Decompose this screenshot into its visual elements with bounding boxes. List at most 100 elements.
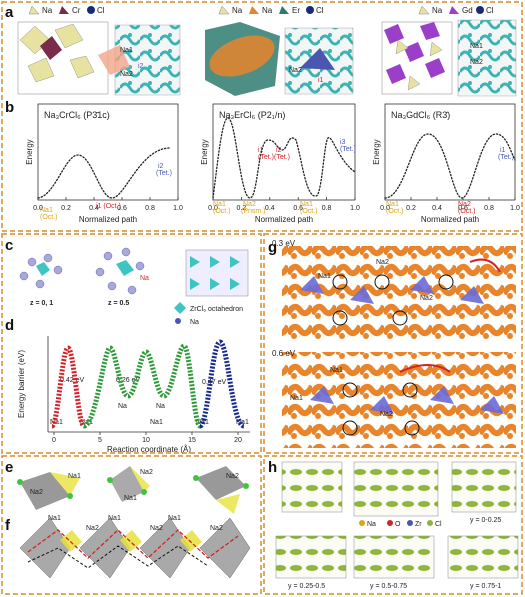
panel-letter: a <box>5 4 14 21</box>
graphic <box>27 257 37 267</box>
graphic <box>275 535 347 579</box>
graphic <box>107 477 113 483</box>
site-label: (Oct.) <box>40 214 58 221</box>
graphic <box>476 6 484 14</box>
site-label: i1 (Oct.) <box>96 203 121 210</box>
graphic <box>130 466 150 492</box>
graphic <box>127 285 137 295</box>
label: Na1 <box>318 273 331 280</box>
site-label: Na2 <box>458 201 471 208</box>
graphic <box>17 479 23 485</box>
graphic <box>121 247 131 257</box>
graphic <box>332 274 454 436</box>
graphic <box>300 276 504 414</box>
graphic <box>392 310 408 326</box>
label: Cl <box>486 6 494 15</box>
label: y = 0-0.25 <box>470 517 501 524</box>
graphic <box>353 461 439 517</box>
site-label: Na1 <box>150 419 163 426</box>
graphic <box>281 461 343 513</box>
site-label: Na1 <box>300 201 313 208</box>
site-label: (Tet.) <box>340 146 356 153</box>
graphic <box>50 472 80 496</box>
panel-letter: h <box>268 459 277 476</box>
graphic <box>404 420 420 436</box>
label: Er <box>292 6 300 15</box>
site-label: (Oct.) <box>300 208 318 215</box>
label: Na <box>232 6 243 15</box>
graphic <box>1 233 262 454</box>
x-tick-label: 0.6 <box>458 205 468 212</box>
barrier-label: 0.47 eV <box>202 379 226 386</box>
label: Na2 <box>30 489 43 496</box>
label: Na2 <box>376 259 389 266</box>
label: Na2 <box>226 473 239 480</box>
site-label: Na <box>156 403 165 410</box>
site-label: (Tet.) <box>498 154 514 161</box>
label: Na2 <box>120 71 133 78</box>
graphic <box>332 274 348 290</box>
label: Na1 <box>68 473 81 480</box>
label: Na2 <box>289 67 302 74</box>
structure-f: Na1 Na2 Na1 Na2 Na1 Na2 <box>19 515 251 579</box>
label: Na1 <box>168 515 181 522</box>
y-axis-label: Energy <box>200 139 209 164</box>
x-tick-label: 1.0 <box>510 205 520 212</box>
graphic <box>67 493 73 499</box>
y-axis-label: Energy <box>372 139 381 164</box>
x-tick-label: 1.0 <box>173 205 183 212</box>
site-label: Na1 <box>386 201 399 208</box>
structure-g: 0.3 eV 0.6 eV Na2 Na1 Na2 Na1 Na1 Na2 <box>272 239 516 448</box>
x-axis-label: Normalized path <box>79 215 137 224</box>
energy-charts: Na₃CrCl₆ (P3̄1c) Energy Normalized path 0.0… <box>25 103 520 224</box>
y-axis-label: Energy barrier (eV) <box>17 350 26 418</box>
structure-a1: Na1 Na2 i2 <box>17 21 181 96</box>
graphic <box>103 251 113 261</box>
x-tick-label: 0.6 <box>293 205 303 212</box>
graphic <box>306 6 314 14</box>
x-tick-label: 0.0 <box>380 205 390 212</box>
graphic <box>175 318 181 324</box>
label: Cl <box>435 521 442 528</box>
graphic <box>53 265 63 275</box>
graphic <box>457 19 517 97</box>
label: Na2 <box>470 59 483 66</box>
x-tick-label: 15 <box>188 437 196 444</box>
plot-frame <box>212 103 356 201</box>
y-axis-label: Energy <box>25 139 34 164</box>
graphic <box>342 382 358 398</box>
graphic <box>19 247 145 295</box>
x-tick-label: 0.2 <box>61 205 71 212</box>
x-tick-label: 5 <box>98 437 102 444</box>
graphic <box>447 535 519 579</box>
site-label: i2 <box>158 163 164 170</box>
graphic <box>384 22 445 84</box>
x-tick-label: 0.2 <box>237 205 247 212</box>
graphic <box>43 253 53 263</box>
label: Na2 <box>140 469 153 476</box>
graphic <box>20 472 70 510</box>
x-tick-label: 0.6 <box>117 205 127 212</box>
panel-letter: e <box>5 459 13 476</box>
graphic <box>359 520 365 526</box>
graphic <box>95 267 105 277</box>
graphic <box>249 6 259 14</box>
legend-a3: Na Gd Cl <box>418 5 494 15</box>
label: Na2 <box>420 295 433 302</box>
site-label: (Tet.) <box>274 154 290 161</box>
graphic <box>36 260 134 276</box>
graphic <box>279 6 289 14</box>
x-tick-label: 0 <box>52 437 56 444</box>
graphic <box>300 48 335 70</box>
graphic <box>216 494 240 514</box>
graphic <box>110 466 144 502</box>
label: 0.3 eV <box>272 239 296 248</box>
graphic <box>190 256 240 290</box>
graphic <box>402 382 418 398</box>
label: Cr <box>72 6 81 15</box>
graphic <box>27 545 209 569</box>
label: Cl <box>97 6 105 15</box>
energy-curve <box>212 117 356 199</box>
